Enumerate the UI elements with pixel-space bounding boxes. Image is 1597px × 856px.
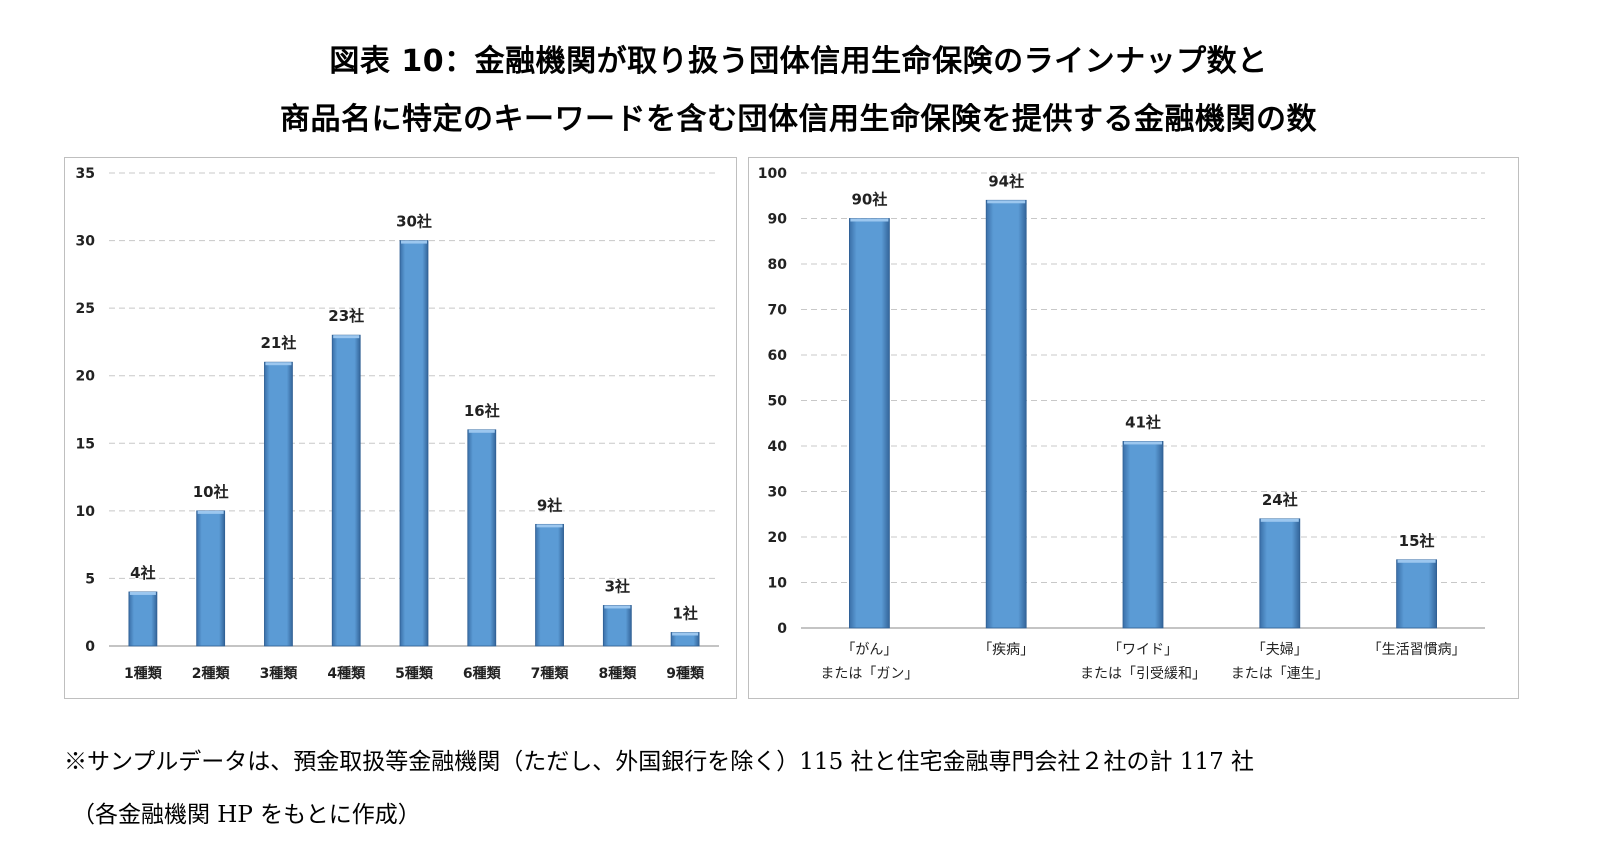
category-label: または「連生」 (1231, 666, 1329, 682)
y-tick-label: 50 (768, 394, 788, 410)
category-label: 「がん」 (841, 642, 897, 658)
category-label: 1種類 (124, 665, 163, 682)
bar (399, 240, 429, 647)
data-label: 10社 (193, 483, 229, 501)
bar-top-highlight (468, 429, 495, 433)
data-label: 4社 (130, 564, 155, 582)
bar-top-highlight (197, 510, 224, 514)
lineup-count-bar-chart: 0 5 10 15 20 25 30 35 4社 1種類 10社 2種類 21社 3種類 23社 4種類 30社… (76, 166, 719, 682)
category-label: 4種類 (327, 665, 366, 682)
data-label: 30社 (396, 213, 432, 231)
lineup-count-chart-panel: 0 5 10 15 20 25 30 35 4社 1種類 10社 2種類 21社 3種類 23社 4種類 30社… (64, 157, 737, 699)
data-label: 21社 (261, 334, 297, 352)
bar-top-highlight (672, 632, 699, 636)
data-label: 1社 (672, 604, 697, 622)
data-label: 16社 (464, 402, 500, 420)
bar-top-highlight (129, 591, 156, 595)
data-label: 90社 (851, 191, 887, 209)
category-label: 「ワイド」 (1108, 642, 1178, 658)
y-tick-label: 90 (768, 212, 788, 228)
y-tick-label: 10 (76, 504, 96, 520)
bar (264, 361, 293, 647)
y-tick-label: 25 (76, 301, 95, 317)
bar-top-highlight (1397, 559, 1436, 563)
bar-top-highlight (1260, 518, 1299, 522)
source-note: （各金融機関 HP をもとに作成） (72, 802, 421, 828)
bar (1122, 441, 1164, 629)
y-tick-label: 5 (85, 571, 95, 587)
bar (849, 218, 890, 629)
sample-data-note: ※サンプルデータは、預金取扱等金融機関（ただし、外国銀行を除く）115 社と住宅… (64, 749, 1255, 775)
y-tick-label: 60 (768, 348, 788, 364)
category-label: 「夫婦」 (1252, 641, 1308, 658)
bar (1396, 559, 1437, 629)
category-label: 5種類 (395, 665, 434, 682)
bar-top-highlight (1124, 441, 1162, 445)
bar (602, 605, 632, 647)
bar-top-highlight (850, 218, 889, 222)
y-tick-label: 10 (768, 576, 788, 592)
chart-title-line-2: 商品名に特定のキーワードを含む団体信用生命保険を提供する金融機関の数 (280, 102, 1317, 137)
data-label: 94社 (988, 172, 1024, 190)
category-label: 2種類 (192, 665, 231, 682)
category-label: または「ガン」 (820, 666, 918, 682)
bar (128, 591, 158, 647)
bar (196, 510, 226, 647)
y-tick-label: 0 (777, 621, 787, 637)
bar-top-highlight (265, 362, 292, 366)
category-label: 9種類 (666, 665, 705, 682)
data-label: 24社 (1262, 491, 1298, 509)
keyword-bar-chart: 0 10 20 30 40 50 60 70 80 90 100 90社「がん」または「ガン」 94社「… (758, 166, 1485, 682)
y-tick-label: 20 (76, 369, 96, 385)
data-label: 3社 (605, 577, 630, 595)
y-tick-label: 30 (76, 234, 96, 250)
category-label: 「生活習慣病」 (1368, 641, 1466, 658)
bar-top-highlight (604, 605, 631, 609)
keyword-chart-panel: 0 10 20 30 40 50 60 70 80 90 100 90社「がん」または「ガン」 94社「… (748, 157, 1519, 699)
y-tick-label: 80 (768, 257, 788, 273)
chart-title-line-1: 図表 10：金融機関が取り扱う団体信用生命保険のラインナップ数と (329, 44, 1268, 79)
y-tick-label: 100 (758, 166, 787, 182)
y-tick-label: 30 (768, 485, 788, 501)
category-label: または「引受緩和」 (1080, 666, 1206, 682)
bar-top-highlight (987, 200, 1026, 204)
bar (985, 199, 1027, 629)
data-label: 15社 (1399, 532, 1435, 550)
bar (535, 523, 564, 647)
bar-top-highlight (536, 524, 563, 528)
data-label: 41社 (1125, 413, 1161, 431)
bar (331, 334, 361, 647)
category-label: 6種類 (463, 665, 502, 682)
data-label: 23社 (328, 307, 364, 325)
data-label: 9社 (537, 496, 562, 514)
category-label: 8種類 (598, 665, 637, 682)
bar (467, 429, 497, 647)
category-label: 3種類 (260, 665, 299, 682)
y-tick-label: 20 (768, 530, 788, 546)
bar (1259, 518, 1301, 629)
category-label: 7種類 (531, 665, 570, 682)
category-label: 「疾病」 (978, 642, 1034, 658)
y-tick-label: 70 (768, 303, 788, 319)
bar-top-highlight (333, 335, 360, 339)
bar-top-highlight (401, 240, 427, 244)
y-tick-label: 0 (85, 639, 95, 655)
y-tick-label: 40 (768, 439, 788, 455)
y-tick-label: 35 (76, 166, 95, 182)
y-tick-label: 15 (76, 436, 95, 452)
